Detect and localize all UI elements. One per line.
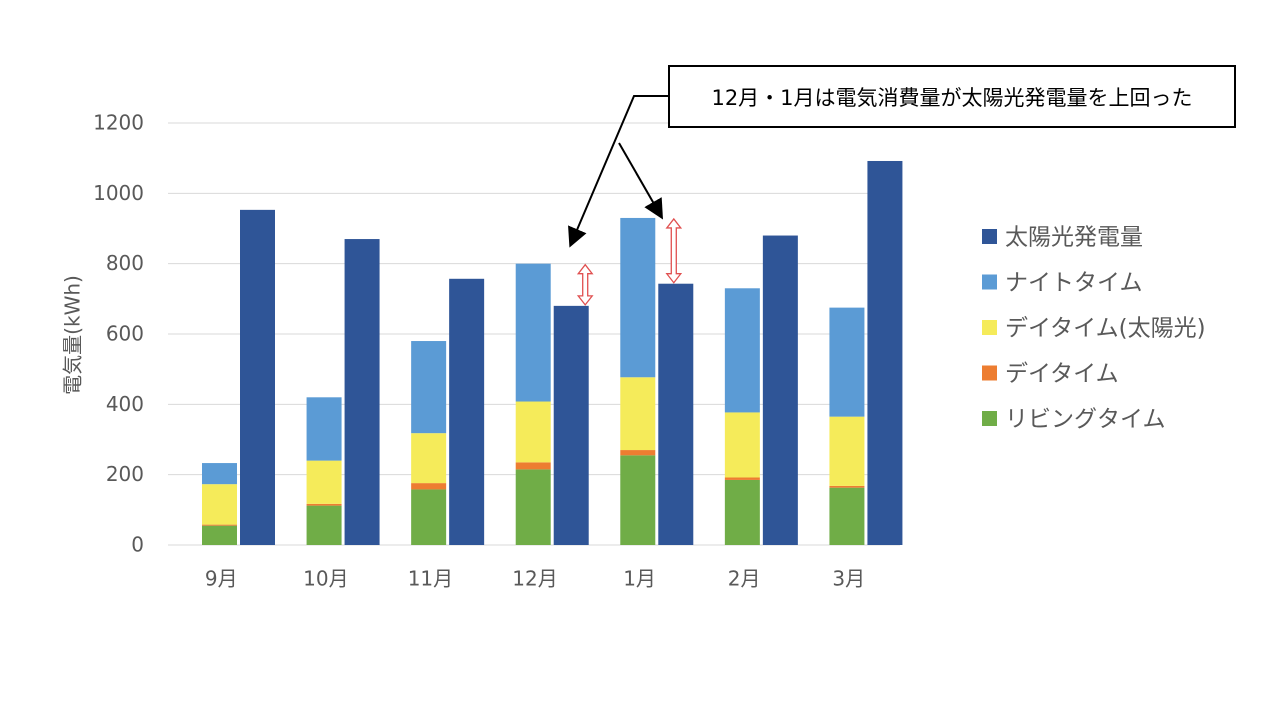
legend-label: リビングタイム: [1005, 407, 1166, 433]
legend-swatch: [982, 229, 997, 244]
bar-day_solar: [724, 412, 760, 478]
bar-day_solar: [515, 401, 551, 463]
bar-day_solar: [202, 484, 237, 525]
bar-night: [202, 463, 237, 485]
y-tick-label: 0: [131, 533, 144, 557]
x-tick-label: 2月: [728, 567, 761, 591]
bar-night: [829, 307, 865, 417]
bar-day: [411, 483, 447, 490]
bar-day: [306, 503, 342, 506]
legend-swatch: [982, 411, 997, 426]
annotation-text: 12月・1月は電気消費量が太陽光発電量を上回った: [711, 85, 1193, 110]
bar-living: [515, 469, 551, 545]
bar-living: [411, 489, 447, 545]
annotation-arrows: [568, 95, 683, 306]
y-tick-label: 400: [106, 392, 144, 416]
x-tick-label: 11月: [408, 567, 453, 591]
y-axis-label: 電気量(kWh): [61, 275, 85, 395]
bar-living: [724, 479, 760, 545]
bar-solar: [344, 239, 380, 546]
bar-night: [306, 397, 342, 461]
callout-arrow-december: [568, 95, 668, 248]
y-tick-label: 1000: [93, 181, 144, 205]
legend-label: デイタイム: [1005, 361, 1119, 387]
bar-night: [620, 217, 656, 378]
bar-solar: [553, 305, 589, 545]
x-tick-label: 3月: [832, 567, 865, 591]
bar-solar: [240, 209, 275, 545]
x-tick-label: 10月: [303, 567, 348, 591]
gap-arrow-december: [576, 263, 594, 306]
bar-living: [829, 487, 865, 545]
bar-day: [620, 450, 656, 456]
x-tick-label: 12月: [512, 567, 557, 591]
legend-swatch: [982, 320, 997, 335]
bar-solar: [449, 278, 485, 545]
bars: [202, 160, 903, 546]
x-tick-label: 1月: [623, 567, 656, 591]
y-tick-label: 200: [106, 462, 144, 486]
bar-night: [411, 341, 447, 434]
bar-solar: [867, 160, 903, 546]
bar-solar: [762, 235, 798, 546]
bar-day_solar: [620, 377, 656, 451]
bar-day: [724, 477, 760, 480]
legend-swatch: [982, 365, 997, 381]
gap-arrow-january: [665, 217, 683, 284]
bar-living: [620, 455, 656, 545]
bar-night: [515, 263, 551, 402]
bar-day_solar: [829, 416, 865, 486]
annotation-box: 12月・1月は電気消費量が太陽光発電量を上回った: [668, 65, 1236, 128]
y-tick-label: 1200: [93, 111, 144, 135]
y-tick-label: 800: [106, 251, 144, 275]
legend-swatch: [982, 274, 997, 290]
bar-day_solar: [411, 433, 447, 484]
legend-label: デイタイム(太陽光): [1005, 316, 1206, 342]
bar-night: [724, 288, 760, 413]
y-tick-label: 600: [106, 322, 144, 346]
bar-day_solar: [306, 460, 342, 504]
axis-ticks: 0 200 400 600 800 1000 1200 9月 10月 11月 12月 1月 2月 3月: [93, 111, 865, 591]
callout-arrow-january: [618, 142, 663, 220]
bar-day: [202, 524, 237, 526]
bar-day: [515, 462, 551, 470]
bar-living: [306, 505, 342, 545]
x-tick-label: 9月: [205, 567, 238, 591]
bar-day: [829, 485, 865, 488]
bar-solar: [658, 283, 694, 545]
legend-label: 太陽光発電量: [1005, 225, 1143, 251]
bar-living: [202, 525, 237, 545]
legend-label: ナイトタイム: [1005, 270, 1143, 296]
